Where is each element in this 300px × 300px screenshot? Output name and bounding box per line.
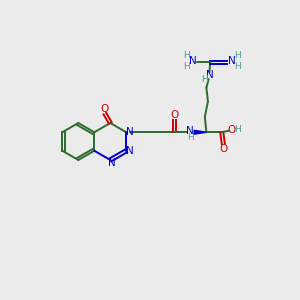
Text: N: N <box>125 146 133 156</box>
Text: N: N <box>206 70 214 80</box>
Text: N: N <box>108 158 116 168</box>
Text: N: N <box>186 127 194 136</box>
Text: O: O <box>101 104 109 114</box>
Text: N: N <box>228 56 236 66</box>
Text: H: H <box>202 75 208 84</box>
Text: H: H <box>183 51 190 60</box>
Text: N: N <box>125 127 133 137</box>
Text: N: N <box>189 56 196 66</box>
Text: O: O <box>219 144 227 154</box>
Polygon shape <box>194 130 206 134</box>
Text: H: H <box>187 133 194 142</box>
Text: H: H <box>235 61 241 70</box>
Text: H: H <box>234 125 241 134</box>
Text: H: H <box>235 51 241 60</box>
Text: O: O <box>227 125 235 135</box>
Text: H: H <box>183 61 190 70</box>
Text: O: O <box>170 110 178 119</box>
